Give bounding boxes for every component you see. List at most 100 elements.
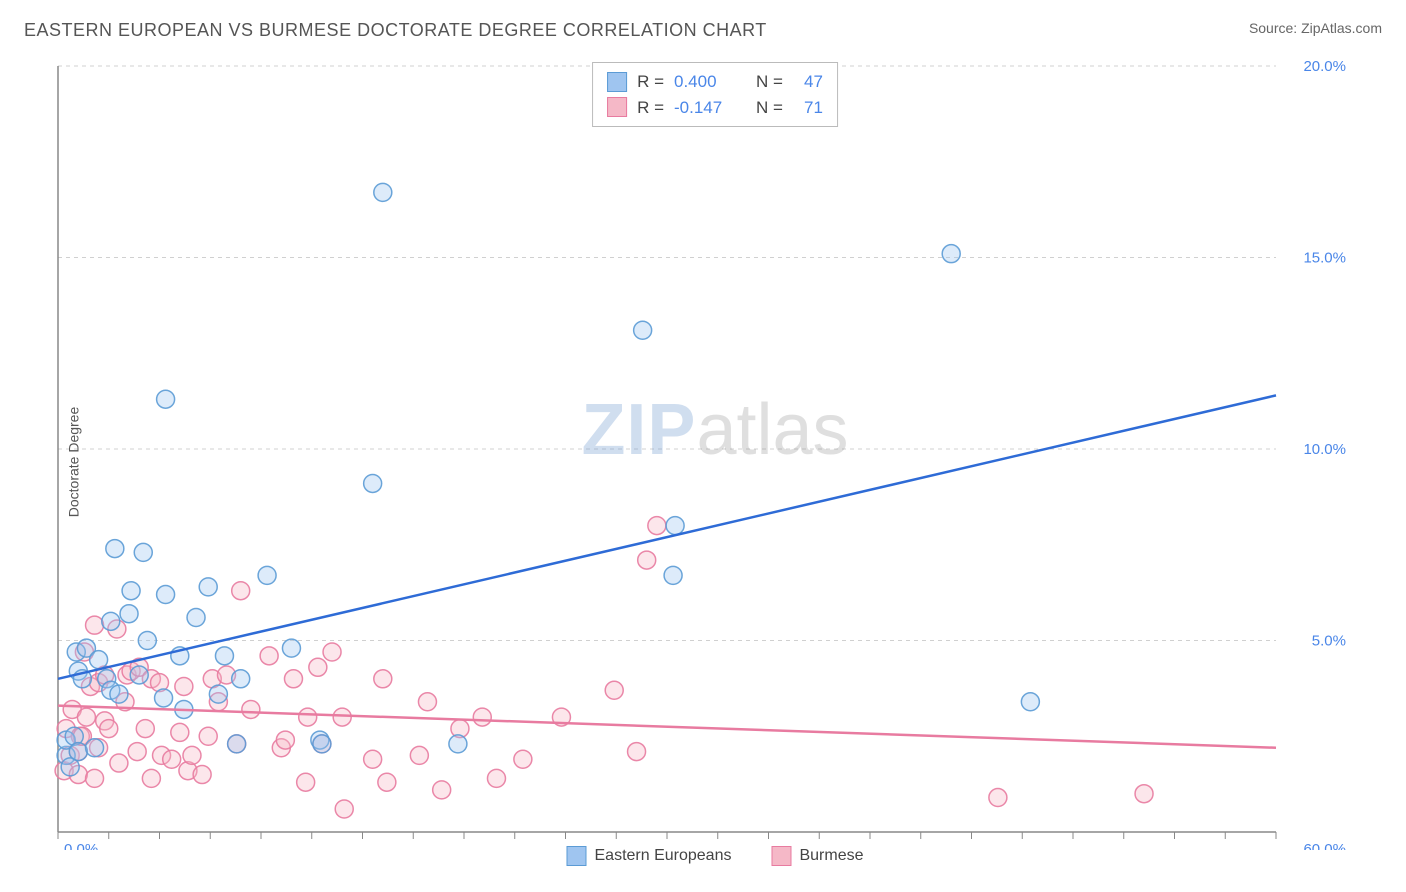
data-point — [110, 685, 128, 703]
data-point — [634, 321, 652, 339]
legend-item: Burmese — [771, 846, 863, 866]
r-label: R = — [637, 69, 664, 95]
data-point — [69, 743, 87, 761]
data-point — [628, 743, 646, 761]
data-point — [276, 731, 294, 749]
legend-swatch — [607, 97, 627, 117]
n-value: 71 — [793, 95, 823, 121]
legend-row: R = -0.147 N = 71 — [607, 95, 823, 121]
data-point — [335, 800, 353, 818]
data-point — [193, 766, 211, 784]
n-label: N = — [756, 69, 783, 95]
data-point — [215, 647, 233, 665]
n-value: 47 — [793, 69, 823, 95]
data-point — [473, 708, 491, 726]
data-point — [309, 658, 327, 676]
data-point — [232, 670, 250, 688]
data-point — [102, 612, 120, 630]
r-label: R = — [637, 95, 664, 121]
data-point — [155, 689, 173, 707]
data-point — [323, 643, 341, 661]
data-point — [1021, 693, 1039, 711]
x-origin-label: 0.0% — [64, 841, 98, 850]
data-point — [418, 693, 436, 711]
n-label: N = — [756, 95, 783, 121]
source-label: Source: — [1249, 20, 1297, 36]
data-point — [120, 605, 138, 623]
source-link[interactable]: ZipAtlas.com — [1301, 20, 1382, 36]
y-tick-label: 5.0% — [1312, 633, 1346, 650]
data-point — [86, 616, 104, 634]
data-point — [282, 639, 300, 657]
data-point — [410, 746, 428, 764]
data-point — [183, 746, 201, 764]
legend-swatch — [566, 846, 586, 866]
data-point — [199, 578, 217, 596]
y-tick-label: 20.0% — [1303, 60, 1346, 75]
chart-area: Doctorate Degree 5.0% 10.0% 15.0% 20.0% 0.0%… — [48, 60, 1382, 864]
data-point — [242, 700, 260, 718]
data-point — [228, 735, 246, 753]
legend-swatch — [771, 846, 791, 866]
data-point — [605, 681, 623, 699]
data-point — [433, 781, 451, 799]
data-point — [175, 677, 193, 695]
data-point — [260, 647, 278, 665]
data-point — [187, 609, 205, 627]
chart-title: EASTERN EUROPEAN VS BURMESE DOCTORATE DE… — [24, 20, 767, 41]
legend-row: R = 0.400 N = 47 — [607, 69, 823, 95]
data-point — [110, 754, 128, 772]
data-point — [364, 474, 382, 492]
data-point — [664, 566, 682, 584]
correlation-legend: R = 0.400 N = 47 R = -0.147 N = 71 — [592, 62, 838, 127]
scatter-chart-svg: 5.0% 10.0% 15.0% 20.0% 0.0% 60.0% — [48, 60, 1358, 850]
x-max-label: 60.0% — [1303, 841, 1346, 850]
data-point — [297, 773, 315, 791]
data-point — [487, 769, 505, 787]
data-point — [122, 582, 140, 600]
legend-label: Burmese — [799, 847, 863, 865]
legend-swatch — [607, 72, 627, 92]
data-point — [374, 183, 392, 201]
data-point — [284, 670, 302, 688]
data-point — [138, 632, 156, 650]
data-point — [100, 720, 118, 738]
data-point — [142, 769, 160, 787]
data-point — [514, 750, 532, 768]
data-point — [666, 517, 684, 535]
data-point — [258, 566, 276, 584]
data-point — [199, 727, 217, 745]
data-point — [157, 586, 175, 604]
data-point — [232, 582, 250, 600]
data-point — [163, 750, 181, 768]
data-point — [364, 750, 382, 768]
y-tick-label: 15.0% — [1303, 250, 1346, 267]
y-tick-label: 10.0% — [1303, 441, 1346, 458]
data-point — [989, 789, 1007, 807]
data-point — [128, 743, 146, 761]
data-point — [157, 390, 175, 408]
data-point — [374, 670, 392, 688]
y-axis-label: Doctorate Degree — [65, 407, 81, 518]
source-attribution: Source: ZipAtlas.com — [1249, 20, 1382, 36]
data-point — [86, 739, 104, 757]
legend-item: Eastern Europeans — [566, 846, 731, 866]
series-legend: Eastern Europeans Burmese — [566, 846, 863, 866]
data-point — [106, 540, 124, 558]
legend-label: Eastern Europeans — [594, 847, 731, 865]
data-point — [136, 720, 154, 738]
data-point — [1135, 785, 1153, 803]
r-value: 0.400 — [674, 69, 736, 95]
data-point — [648, 517, 666, 535]
data-point — [130, 666, 148, 684]
data-point — [86, 769, 104, 787]
data-point — [90, 651, 108, 669]
r-value: -0.147 — [674, 95, 736, 121]
data-point — [378, 773, 396, 791]
trend-line — [58, 395, 1276, 678]
data-point — [77, 708, 95, 726]
data-point — [134, 543, 152, 561]
data-point — [171, 723, 189, 741]
data-point — [942, 245, 960, 263]
data-point — [313, 735, 331, 753]
